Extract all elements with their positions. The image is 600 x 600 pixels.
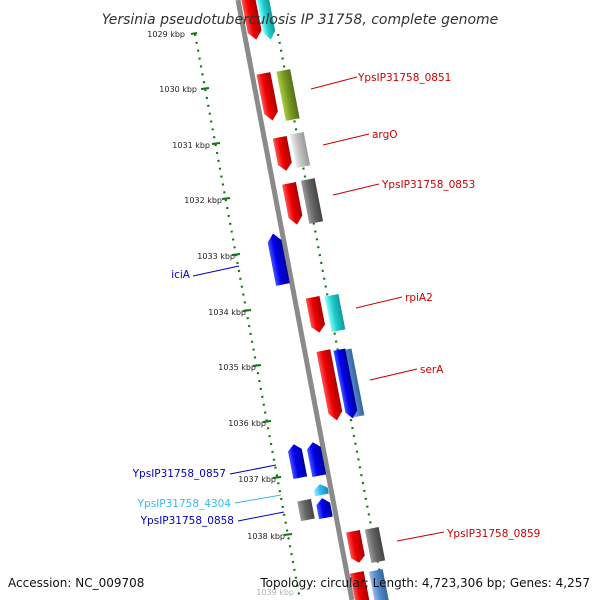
tick-label: 1032 kbp — [184, 196, 222, 205]
gene-label[interactable]: serA — [420, 364, 444, 376]
leader-line — [192, 265, 240, 277]
feature-rpiA2-cog — [324, 293, 346, 333]
feature-arrow[interactable] — [256, 72, 280, 122]
major-tick — [231, 253, 241, 256]
feature-0857 — [287, 443, 308, 480]
feature-serA-cog — [333, 348, 358, 419]
topology-text: Topology: circular; Length: 4,723,306 bp… — [260, 576, 590, 590]
tick-label: 1035 kbp — [218, 363, 256, 372]
major-tick — [242, 309, 252, 312]
gene-labels: YpsIP31758_0851 argO YpsIP31758_0853 ici… — [132, 72, 541, 540]
feature-arrow[interactable] — [297, 498, 315, 522]
accession-text: Accession: NC_009708 — [8, 576, 145, 590]
feature-arrow[interactable] — [300, 178, 324, 224]
gene-label[interactable]: YpsIP31758_0853 — [381, 179, 475, 191]
major-tick — [272, 476, 282, 479]
gene-label[interactable]: rpiA2 — [405, 292, 433, 304]
feature-arrow[interactable] — [333, 348, 358, 419]
leader-line — [355, 296, 403, 309]
leader-line — [396, 531, 445, 542]
feature-rpiA2 — [305, 295, 327, 334]
feature-arrow[interactable] — [306, 441, 327, 478]
feature-0850 — [239, 0, 263, 41]
leader-line — [322, 133, 370, 146]
leader-line — [332, 183, 380, 196]
feature-0858 — [315, 497, 333, 520]
feature-0851 — [256, 72, 280, 122]
feature-arrow[interactable] — [239, 0, 263, 41]
gene-label[interactable]: YpsIP31758_0859 — [446, 528, 540, 540]
feature-arrow[interactable] — [346, 529, 366, 564]
feature-0860 — [349, 571, 373, 600]
tick-label: 1030 kbp — [159, 85, 197, 94]
major-ticks — [190, 32, 293, 536]
leader-line — [229, 464, 277, 475]
tick-label: 1039 kbp — [256, 588, 294, 597]
feature-arrow[interactable] — [305, 295, 327, 334]
feature-arrow[interactable] — [282, 182, 304, 226]
feature-arrow[interactable] — [255, 0, 277, 41]
major-tick — [221, 197, 231, 200]
feature-arrow[interactable] — [313, 483, 329, 497]
gene-label[interactable]: argO — [372, 129, 398, 141]
feature-arrow[interactable] — [266, 232, 290, 286]
feature-arrow[interactable] — [315, 497, 333, 520]
major-tick — [283, 533, 293, 536]
leader-line — [237, 511, 285, 522]
feature-0850-cog — [255, 0, 277, 41]
tick-label: 1037 kbp — [238, 475, 276, 484]
feature-0859 — [346, 529, 366, 564]
feature-0853 — [282, 182, 304, 226]
feature-0851-cog — [276, 69, 300, 121]
leader-lines — [192, 76, 445, 542]
tick-label: 1033 kbp — [197, 252, 235, 261]
feature-arrow[interactable] — [276, 69, 300, 121]
tick-label: 1034 kbp — [208, 308, 246, 317]
feature-4304 — [313, 483, 329, 497]
gene-label[interactable]: iciA — [171, 269, 191, 281]
tick-label: 1038 kbp — [247, 532, 285, 541]
leader-line — [234, 494, 282, 504]
gene-label[interactable]: YpsIP31758_0857 — [132, 468, 226, 480]
gene-label[interactable]: YpsIP31758_0851 — [357, 72, 451, 84]
feature-arrow[interactable] — [316, 349, 343, 421]
major-tick — [190, 32, 198, 35]
leader-line — [369, 368, 418, 381]
tick-label: 1036 kbp — [228, 419, 266, 428]
feature-argO — [272, 135, 293, 172]
gene-label[interactable]: YpsIP31758_0858 — [140, 515, 234, 527]
tick-label: 1029 kbp — [147, 30, 185, 39]
feature-0860-cog — [368, 569, 392, 600]
major-tick — [262, 420, 272, 423]
feature-serA — [316, 349, 343, 421]
gene-label[interactable]: YpsIP31758_4304 — [137, 498, 232, 510]
feature-arrow[interactable] — [287, 443, 308, 480]
tick-labels: 1029 kbp 1030 kbp 1031 kbp 1032 kbp 1033… — [147, 30, 294, 597]
map-title: Yersinia pseudotuberculosis IP 31758, co… — [102, 12, 499, 28]
major-tick — [252, 364, 262, 367]
major-tick — [200, 87, 210, 90]
feature-arrow[interactable] — [349, 571, 373, 600]
feature-arrow[interactable] — [289, 131, 311, 169]
genome-backbone — [235, 0, 355, 600]
feature-arrow[interactable] — [364, 526, 386, 564]
feature-0853-cog — [300, 178, 324, 224]
leader-line — [310, 76, 358, 90]
feature-iciA — [266, 232, 290, 286]
feature-0859-cog — [364, 526, 386, 564]
feature-0857-cog — [306, 441, 327, 478]
feature-arrow[interactable] — [324, 293, 346, 333]
feature-0858-cog — [297, 498, 315, 522]
major-tick — [211, 142, 221, 145]
tick-label: 1031 kbp — [172, 141, 210, 150]
feature-arrow[interactable] — [368, 569, 392, 600]
feature-arrow[interactable] — [272, 135, 293, 172]
feature-argO-cog — [289, 131, 311, 169]
